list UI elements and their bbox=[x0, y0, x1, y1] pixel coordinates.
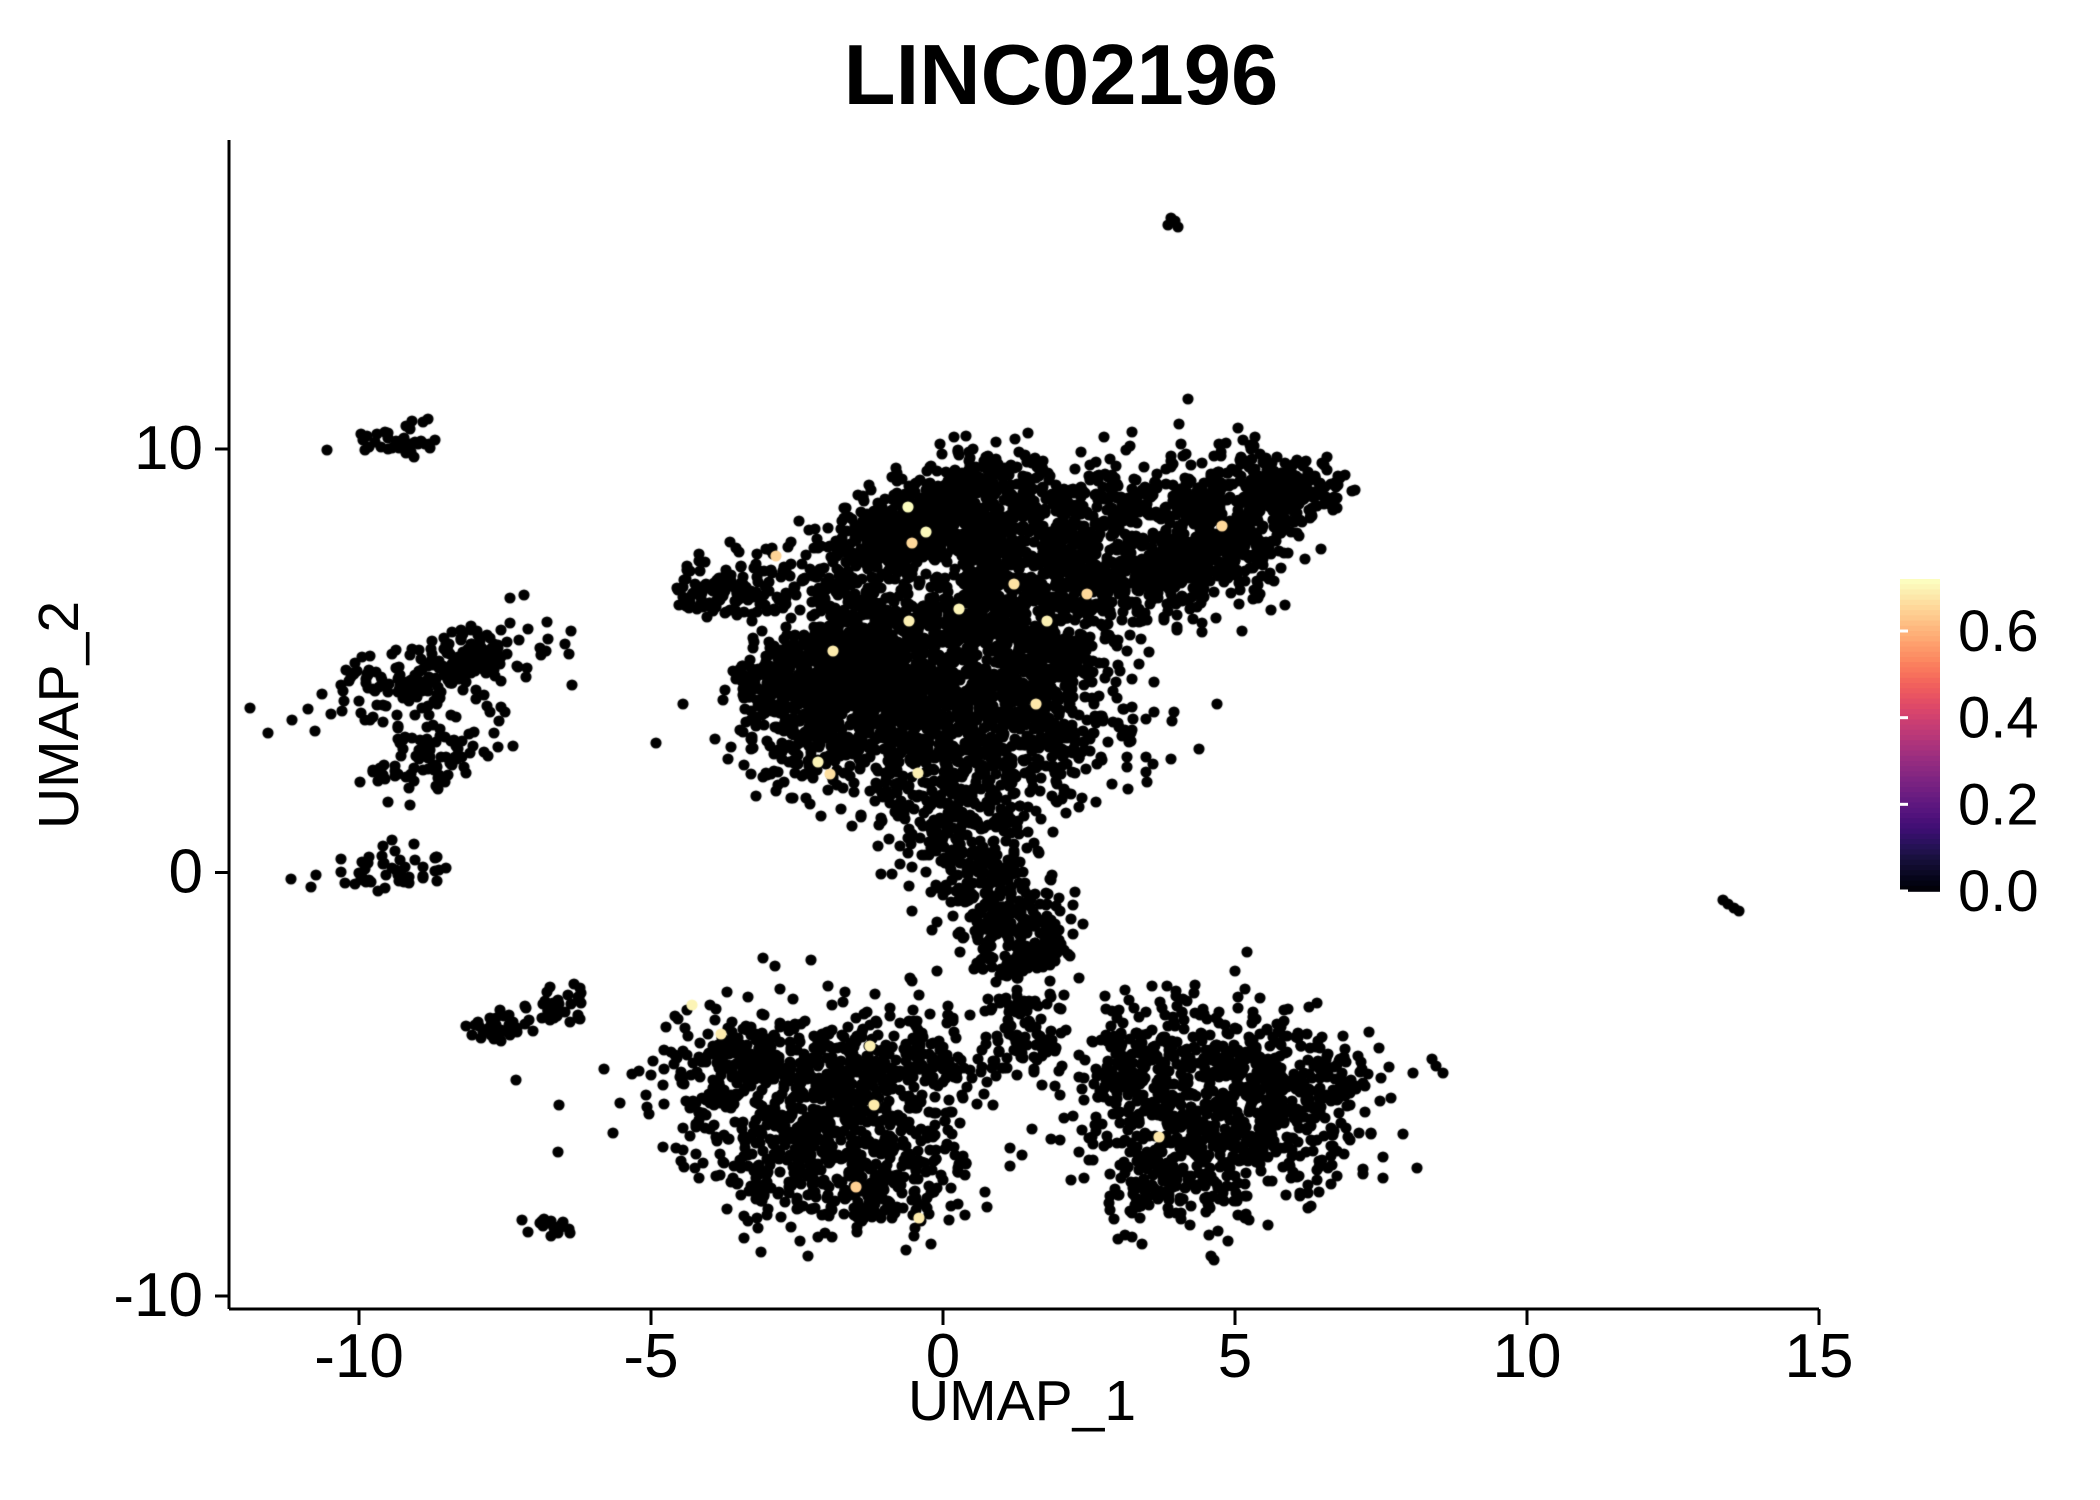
svg-text:LINC02196: LINC02196 bbox=[844, 28, 1279, 123]
svg-text:10: 10 bbox=[1493, 1322, 1562, 1391]
svg-text:-10: -10 bbox=[113, 1261, 203, 1330]
svg-text:-10: -10 bbox=[314, 1322, 404, 1391]
svg-text:0.2: 0.2 bbox=[1958, 772, 2039, 837]
svg-text:0.6: 0.6 bbox=[1958, 599, 2039, 664]
svg-text:10: 10 bbox=[134, 414, 203, 483]
svg-text:15: 15 bbox=[1785, 1322, 1854, 1391]
svg-text:UMAP_2: UMAP_2 bbox=[27, 601, 91, 829]
svg-text:0.4: 0.4 bbox=[1958, 686, 2039, 751]
svg-text:-5: -5 bbox=[623, 1322, 678, 1391]
svg-text:0.0: 0.0 bbox=[1958, 859, 2039, 924]
svg-text:UMAP_1: UMAP_1 bbox=[908, 1369, 1136, 1433]
svg-text:0: 0 bbox=[169, 838, 203, 907]
svg-text:5: 5 bbox=[1218, 1322, 1252, 1391]
